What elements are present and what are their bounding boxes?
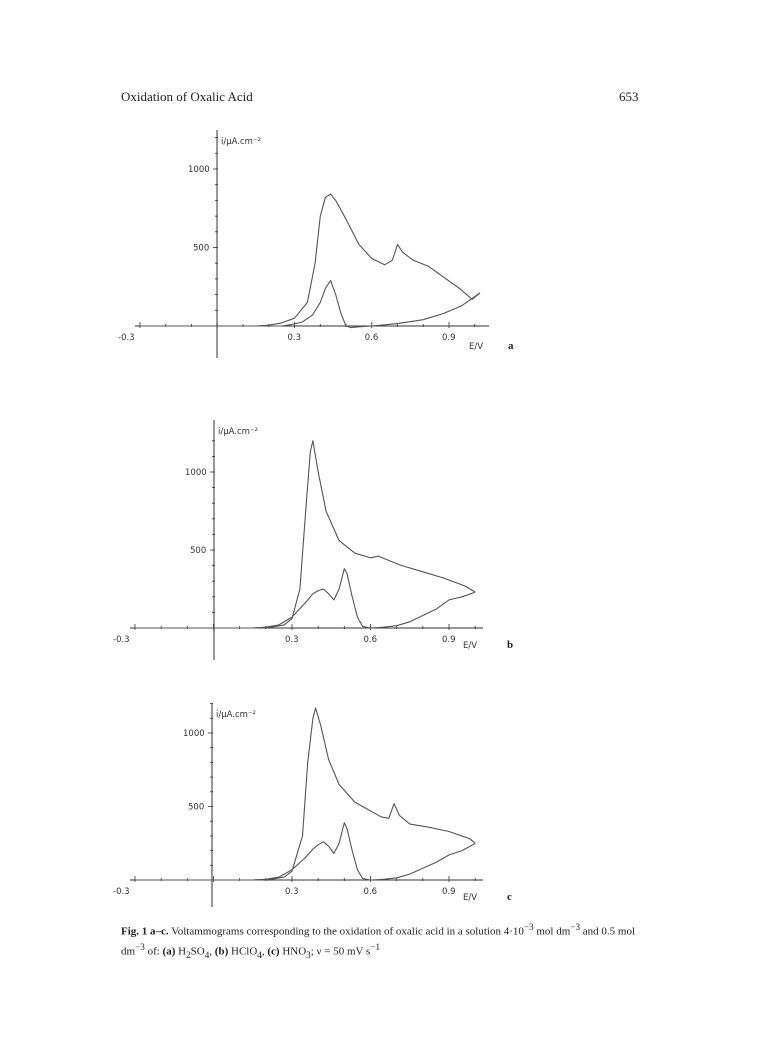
x-tick-label: 0.6 xyxy=(365,333,379,343)
panel-letter: b xyxy=(507,639,513,651)
x-tick-label: -0.3 xyxy=(118,333,135,343)
forward-scan-curve xyxy=(135,707,476,881)
x-axis-label: E/V xyxy=(463,893,477,903)
y-tick-label: 1000 xyxy=(185,468,207,478)
y-axis-label: i/μA.cm⁻² xyxy=(216,710,256,720)
y-tick-label: 500 xyxy=(188,803,204,813)
y-axis-label: i/μA.cm⁻² xyxy=(218,427,258,437)
x-axis-label: E/V xyxy=(469,342,483,352)
panel-letter: c xyxy=(507,891,512,903)
x-tick-label: 0.3 xyxy=(285,635,299,645)
page-number: 653 xyxy=(619,89,639,104)
x-tick-label: 0.6 xyxy=(364,887,378,897)
x-tick-label: 0.3 xyxy=(288,333,302,343)
x-tick-label: 0.3 xyxy=(285,887,299,897)
y-tick-label: 1000 xyxy=(188,165,210,175)
y-axis-label: i/μA.cm⁻² xyxy=(221,137,261,147)
running-title: Oxidation of Oxalic Acid xyxy=(121,89,253,104)
x-tick-label: 0.9 xyxy=(442,887,456,897)
x-tick-label: -0.3 xyxy=(113,887,130,897)
forward-scan-curve xyxy=(140,193,481,327)
reverse-scan-curve xyxy=(135,822,476,881)
figure-label: Fig. 1 a–c. xyxy=(121,925,169,938)
x-tick-label: 0.6 xyxy=(364,635,378,645)
reverse-scan-curve xyxy=(140,279,481,329)
y-tick-label: 1000 xyxy=(183,729,205,739)
x-axis-label: E/V xyxy=(463,641,477,651)
x-tick-label: 0.9 xyxy=(442,333,456,343)
y-tick-label: 500 xyxy=(193,244,209,254)
y-tick-label: 500 xyxy=(190,546,206,556)
x-tick-label: 0.9 xyxy=(442,635,456,645)
x-tick-label: -0.3 xyxy=(113,635,130,645)
voltammogram-c: -0.3 0.3 0.6 0.9 500 1000 i/μA.cm⁻² E/V c xyxy=(113,703,512,907)
panel-letter: a xyxy=(508,340,514,352)
figure-caption: Fig. 1 a–c. Voltammograms corresponding … xyxy=(121,922,636,960)
forward-scan-curve xyxy=(135,440,476,629)
voltammogram-b: -0.3 0.3 0.6 0.9 500 1000 i/μA.cm⁻² E/V b xyxy=(113,420,513,660)
voltammogram-a: -0.3 0.3 0.6 0.9 500 1000 i/μA.cm⁻² E/V a xyxy=(118,130,514,358)
reverse-scan-curve xyxy=(135,568,476,629)
